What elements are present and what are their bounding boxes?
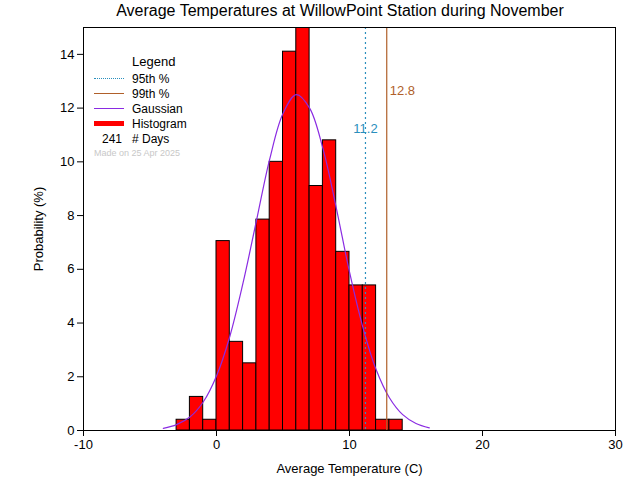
svg-text:11.2: 11.2 (353, 121, 377, 136)
svg-text:Probability (%): Probability (%) (31, 187, 46, 272)
html-text:Legend: Legend (132, 54, 176, 69)
svg-text:6: 6 (67, 261, 74, 276)
html-text:95th %: 95th % (132, 71, 170, 86)
svg-text:10: 10 (60, 154, 74, 169)
svg-text:30: 30 (608, 437, 622, 452)
svg-text:14: 14 (60, 47, 74, 62)
html-text:Gaussian: Gaussian (132, 101, 183, 116)
svg-text:0: 0 (67, 423, 74, 438)
svg-text:8: 8 (67, 208, 74, 223)
html-text:Made on 25 Apr 2025: Made on 25 Apr 2025 (94, 148, 181, 158)
svg-text:4: 4 (67, 315, 74, 330)
html-text:99th %: 99th % (132, 86, 170, 101)
html-text:# Days: # Days (132, 131, 170, 146)
html-text:Histogram: Histogram (132, 116, 187, 131)
svg-text:0: 0 (213, 437, 220, 452)
html-text:241: 241 (102, 131, 122, 146)
svg-text:Average Temperature (C): Average Temperature (C) (276, 461, 422, 476)
svg-text:2: 2 (67, 369, 74, 384)
svg-text:-10: -10 (74, 437, 93, 452)
svg-text:10: 10 (342, 437, 356, 452)
html-text:Average Temperatures at Willow: Average Temperatures at WillowPoint Stat… (116, 2, 564, 19)
svg-text:12: 12 (60, 100, 74, 115)
svg-text:20: 20 (475, 437, 489, 452)
svg-text:12.8: 12.8 (390, 83, 415, 98)
